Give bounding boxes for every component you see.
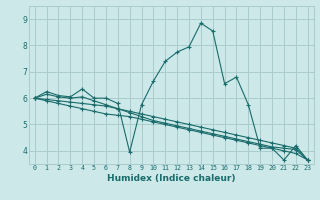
X-axis label: Humidex (Indice chaleur): Humidex (Indice chaleur) [107,174,236,183]
